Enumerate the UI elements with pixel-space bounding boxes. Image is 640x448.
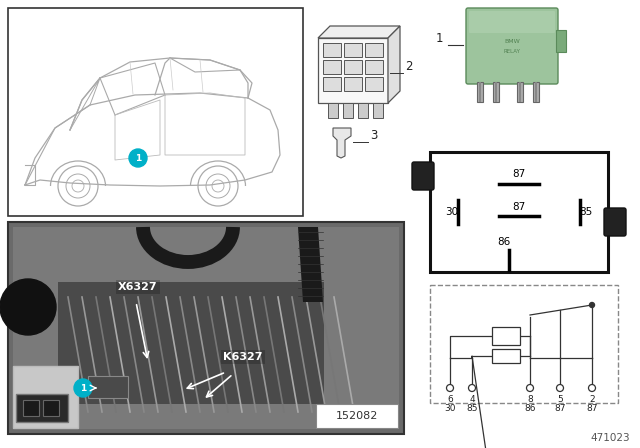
Bar [58,282,324,404]
Bar [517,82,523,102]
Text: K6327: K6327 [223,352,262,362]
Bar [8,222,404,434]
Text: 4: 4 [469,395,475,404]
Bar [492,327,520,345]
Polygon shape [388,26,400,103]
Text: 87: 87 [513,169,525,179]
Bar [328,103,338,118]
Text: 2: 2 [589,395,595,404]
Circle shape [447,384,454,392]
Text: 471023: 471023 [590,433,630,443]
Bar [318,38,388,103]
Text: X6327: X6327 [118,282,157,292]
Bar [13,366,78,428]
Bar [495,82,497,102]
Bar [43,400,59,416]
Text: 152082: 152082 [336,411,378,421]
Bar [23,400,39,416]
Bar [323,77,341,91]
Text: 87: 87 [586,404,598,413]
Bar [365,77,383,91]
Bar [535,82,537,102]
Bar [533,82,539,102]
Bar [344,43,362,57]
Text: RELAY: RELAY [504,48,520,53]
Bar [88,376,128,398]
Bar [492,349,520,363]
Polygon shape [298,227,323,302]
Circle shape [74,379,92,397]
Bar [343,103,353,118]
Text: 5: 5 [557,395,563,404]
Text: 87: 87 [513,202,525,212]
Text: 86: 86 [497,237,511,247]
Text: BMW: BMW [504,39,520,43]
Text: 85: 85 [579,207,593,217]
Bar [430,285,618,403]
Circle shape [527,384,534,392]
Bar [373,103,383,118]
FancyBboxPatch shape [469,11,555,33]
Bar [16,394,68,422]
Circle shape [557,384,563,392]
Bar [13,227,399,429]
Bar [430,152,608,272]
Polygon shape [318,26,400,38]
Bar [493,82,499,102]
Bar [8,8,303,216]
Bar [365,43,383,57]
Circle shape [468,384,476,392]
FancyBboxPatch shape [466,8,558,84]
Text: 85: 85 [467,404,477,413]
Bar [323,43,341,57]
Text: 1: 1 [135,154,141,163]
Text: 6: 6 [447,395,453,404]
Text: 30: 30 [445,207,459,217]
Circle shape [129,149,147,167]
Bar [519,82,521,102]
Bar [479,82,481,102]
Bar [358,103,368,118]
Bar [344,77,362,91]
Bar [556,30,566,52]
Polygon shape [333,128,351,158]
Text: 1: 1 [80,383,86,392]
Text: 3: 3 [370,129,378,142]
Bar [344,60,362,74]
Text: 87: 87 [554,404,566,413]
Bar [477,82,483,102]
FancyBboxPatch shape [412,162,434,190]
Text: 30: 30 [444,404,456,413]
Circle shape [0,279,56,335]
Bar [365,60,383,74]
FancyBboxPatch shape [604,208,626,236]
Circle shape [589,302,595,307]
Text: 1: 1 [436,32,444,45]
Text: 86: 86 [524,404,536,413]
Circle shape [589,384,595,392]
Text: 2: 2 [405,60,413,73]
Bar [323,60,341,74]
Bar [316,404,398,428]
Text: 8: 8 [527,395,533,404]
